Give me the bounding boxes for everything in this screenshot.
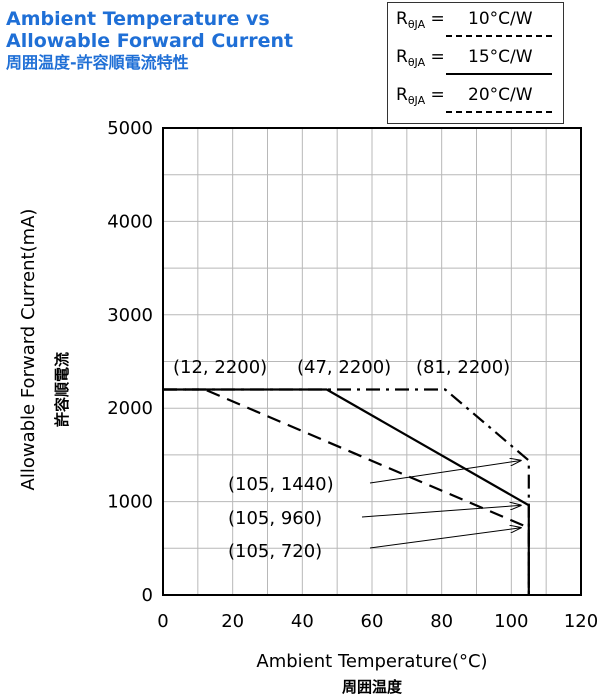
- x-tick-label: 60: [361, 611, 384, 632]
- x-tick-label: 100: [494, 611, 528, 632]
- legend-subscript: θJA: [407, 18, 426, 31]
- legend-equals: =: [425, 85, 445, 105]
- legend-symbol: R: [396, 9, 408, 29]
- y-axis-label: Allowable Forward Current(mA): [18, 209, 39, 491]
- legend-subscript: θJA: [407, 56, 426, 69]
- series-line-dashed: [163, 388, 530, 595]
- legend-item-15: RθJA = 15°C/W: [396, 47, 533, 77]
- annotation-label: (105, 960): [228, 508, 322, 529]
- annotation-label: (47, 2200): [297, 357, 391, 378]
- annotation-label: (105, 1440): [228, 474, 334, 495]
- legend-line-solid: [446, 73, 552, 75]
- legend-equals: =: [425, 9, 445, 29]
- legend-value-15: 15°C/W: [468, 47, 533, 67]
- y-tick-label: 3000: [107, 305, 153, 326]
- series-line-dash-dot: [163, 388, 530, 595]
- y-tick-label: 2000: [107, 398, 153, 419]
- y-tick-label: 5000: [107, 118, 153, 139]
- legend-value-10: 10°C/W: [468, 9, 533, 29]
- title-line-1: Ambient Temperature vs: [6, 8, 270, 30]
- legend-symbol: R: [396, 85, 408, 105]
- y-tick-label: 4000: [107, 211, 153, 232]
- legend-item-10: RθJA = 10°C/W: [396, 9, 533, 39]
- legend-line-dash-dot: [446, 35, 552, 37]
- x-axis-label: Ambient Temperature(°C): [256, 651, 487, 672]
- annotation-label: (105, 720): [228, 541, 322, 562]
- series-line-solid: [163, 388, 530, 595]
- chart-title: Ambient Temperature vs Allowable Forward…: [6, 8, 293, 74]
- plot-area-border: [162, 127, 582, 596]
- legend-equals: =: [425, 47, 445, 67]
- legend: RθJA = 10°C/W RθJA = 15°C/W RθJA = 20°C/…: [387, 2, 564, 124]
- x-tick-label: 80: [430, 611, 453, 632]
- title-line-2: Allowable Forward Current: [6, 30, 294, 52]
- legend-symbol: R: [396, 47, 408, 67]
- title-line-japanese: 周囲温度-許容順電流特性: [6, 53, 189, 72]
- legend-subscript: θJA: [407, 94, 426, 107]
- annotation-arrow: [369, 461, 521, 484]
- x-tick-label: 0: [157, 611, 168, 632]
- annotation-label: (81, 2200): [416, 357, 510, 378]
- x-tick-label: 120: [564, 611, 598, 632]
- x-tick-label: 40: [291, 611, 314, 632]
- y-tick-label: 1000: [107, 492, 153, 513]
- x-axis-label-japanese: 周囲温度: [342, 678, 403, 696]
- legend-line-dashed: [446, 111, 552, 113]
- y-tick-label: 0: [142, 585, 153, 606]
- legend-item-20: RθJA = 20°C/W: [396, 85, 533, 115]
- annotation-label: (12, 2200): [173, 357, 267, 378]
- x-tick-label: 20: [221, 611, 244, 632]
- annotation-arrow: [361, 505, 521, 518]
- legend-value-20: 20°C/W: [468, 85, 533, 105]
- y-axis-label-japanese: 許容順電流: [53, 352, 71, 427]
- annotation-arrow: [369, 528, 521, 549]
